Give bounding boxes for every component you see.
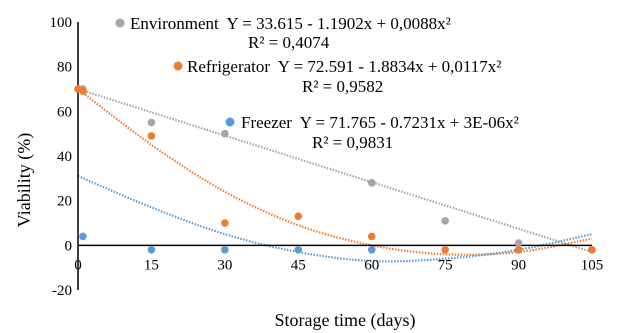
svg-text:Environment Y = 33.615 -: Environment Y = 33.615 - 1.1902x + 0,008…	[130, 14, 451, 33]
data-point-environment	[147, 118, 156, 127]
legend-marker-freezer	[225, 117, 235, 127]
legend-marker-environment	[115, 18, 125, 28]
y-tick-label: -20	[52, 283, 72, 299]
data-points	[74, 85, 596, 254]
y-tick-label: 20	[57, 194, 72, 210]
x-tick-label: 15	[144, 257, 159, 273]
y-tick-label: 100	[50, 15, 73, 31]
legend-label-refrigerator: Refrigerator	[187, 57, 270, 76]
y-tick-label: 40	[57, 149, 72, 165]
x-tick-label: 90	[511, 257, 526, 273]
data-point-refrigerator	[221, 219, 229, 227]
svg-text:Freezer Y = 71.765 - 0.7: Freezer Y = 71.765 - 0.7231x + 3E-06x²	[241, 113, 519, 132]
x-tick-label: 60	[364, 257, 379, 273]
svg-text:Refrigerator Y = 72.591: Refrigerator Y = 72.591 - 1.8834x + 0,01…	[187, 57, 501, 76]
y-axis-title: Viability (%)	[14, 133, 35, 227]
equation-freezer: Y = 71.765 - 0.7231x + 3E-06x²	[300, 113, 519, 132]
trendline-refrigerator	[77, 88, 593, 256]
x-tick-label: 105	[581, 257, 604, 273]
data-point-refrigerator	[367, 232, 376, 241]
data-point-refrigerator	[79, 87, 87, 96]
r2-freezer: R² = 0,9831	[312, 133, 393, 152]
trendline-freezer	[77, 175, 593, 263]
y-tick-label: 80	[57, 60, 72, 76]
data-point-freezer	[221, 246, 229, 254]
data-point-environment	[221, 129, 229, 138]
legend-label-environment: Environment	[130, 14, 219, 33]
data-point-freezer	[294, 246, 303, 254]
legend-annotations: Environment Y = 33.615 - 1.1902x + 0,008…	[115, 14, 519, 152]
x-tick-label: 75	[438, 257, 453, 273]
data-point-environment	[367, 179, 376, 187]
equation-environment: Y = 33.615 - 1.1902x + 0,0088x²	[226, 14, 450, 33]
data-point-environment	[514, 239, 523, 247]
y-tick-label: 60	[57, 104, 72, 120]
equation-refrigerator: Y = 72.591 - 1.8834x + 0,0117x²	[278, 57, 502, 76]
legend-label-freezer: Freezer	[241, 113, 292, 132]
r2-refrigerator: R² = 0,9582	[302, 77, 383, 96]
data-point-freezer	[367, 246, 376, 254]
x-tick-label: 0	[74, 257, 82, 273]
data-point-freezer	[147, 246, 156, 254]
data-point-environment	[441, 216, 449, 225]
trendlines	[77, 87, 593, 263]
data-point-refrigerator	[147, 132, 156, 140]
data-point-refrigerator	[588, 246, 596, 254]
x-tick-label: 30	[217, 257, 232, 273]
data-point-freezer	[79, 232, 87, 241]
axes	[77, 22, 592, 290]
legend-marker-refrigerator	[173, 61, 183, 71]
data-point-refrigerator	[441, 246, 449, 254]
y-tick-label: 0	[65, 238, 73, 254]
r2-environment: R² = 0,4074	[248, 33, 330, 52]
data-point-refrigerator	[514, 246, 523, 254]
x-tick-label: 45	[291, 257, 306, 273]
data-point-refrigerator	[294, 212, 303, 221]
x-axis-title: Storage time (days)	[275, 310, 416, 331]
